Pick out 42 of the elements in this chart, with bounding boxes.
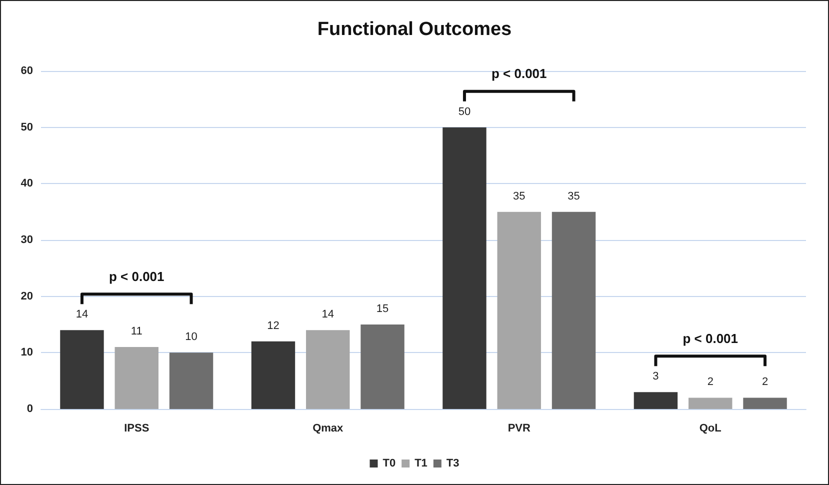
bar: [497, 212, 541, 409]
y-tick-label: 40: [20, 178, 33, 190]
y-tick-label: 10: [20, 346, 33, 359]
chart-title: Functional Outcomes: [317, 19, 512, 40]
legend-label: T0: [382, 458, 396, 470]
data-label: 14: [322, 308, 334, 321]
legend-label: T3: [446, 458, 460, 470]
bar: [306, 330, 350, 409]
annotation: p < 0.001: [682, 331, 738, 346]
bar: [688, 398, 732, 409]
data-label: 14: [76, 308, 88, 321]
y-tick-label: 50: [20, 121, 33, 134]
y-tick-label: 60: [20, 65, 33, 77]
y-tick-label: 0: [26, 403, 33, 415]
legend-label: T1: [414, 458, 428, 470]
x-tick-label: Qmax: [312, 422, 344, 434]
bar: [60, 330, 104, 409]
data-label: 12: [267, 320, 280, 332]
bar: [442, 127, 486, 409]
annotation: p < 0.001: [491, 66, 547, 82]
x-tick-label: IPSS: [124, 422, 150, 434]
data-label: 3: [652, 370, 659, 383]
data-label: 2: [762, 376, 768, 388]
data-label: 2: [707, 376, 714, 388]
annotation: p < 0.001: [108, 269, 164, 284]
data-label: 15: [376, 303, 389, 315]
bar: [251, 341, 296, 409]
data-label: 35: [568, 190, 580, 202]
bar: [634, 392, 678, 409]
data-label: 10: [185, 331, 198, 344]
bar: [114, 347, 158, 409]
bar: [169, 352, 214, 409]
x-tick-label: QoL: [699, 422, 722, 434]
bar: [360, 324, 404, 409]
data-label: 50: [458, 106, 471, 118]
y-tick-label: 30: [20, 234, 33, 246]
x-tick-label: PVR: [508, 422, 530, 434]
bar: [743, 398, 787, 409]
bar: [552, 212, 596, 409]
data-label: 35: [513, 190, 526, 202]
y-tick-label: 20: [20, 290, 33, 302]
data-label: 11: [130, 326, 142, 338]
